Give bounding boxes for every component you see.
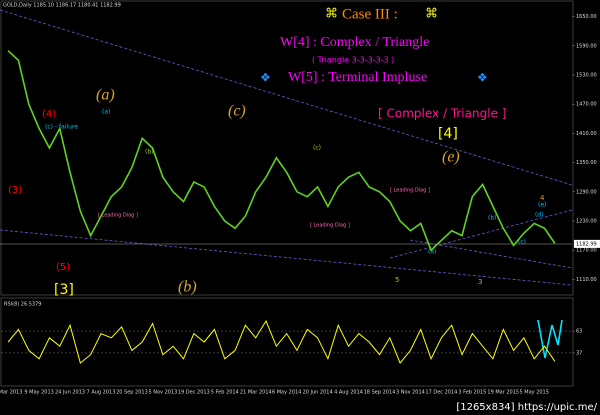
x-tick-label: 21 Mar 2014 [240,390,272,396]
annotation: (3) [8,185,22,196]
annotation: W[5] : Terminal Impluse [288,70,427,85]
annotation: 3 [478,278,482,286]
y-tick-label: 1650.00 [576,14,597,20]
annotation: [4] [438,126,458,142]
rsi-frame [0,297,574,387]
x-tick-label: 7 Aug 2013 [87,390,116,396]
annotation: (e) [442,149,460,166]
x-tick-label: 24 Jun 2013 [55,390,85,396]
x-tick-label: 5 May 2015 [520,390,549,396]
annotation: (e) [538,202,546,209]
annotation: ⌘ [325,7,338,22]
x-tick-label: 5 Feb 2014 [211,390,239,396]
annotation: [3] [54,282,74,298]
annotation: [ Leading Diag ] [310,223,350,229]
annotation: (5) [56,262,70,273]
rsi-projection [537,319,563,359]
annotation: [ Leading Diag ] [98,213,138,219]
rsi-header: RSI(8) 26.5379 [4,302,41,308]
y-tick-label: 63 [576,329,582,335]
annotation: (b) [178,279,197,296]
y-tick-label: 1470.00 [576,102,597,108]
x-tick-label: 3 Feb 2015 [458,390,486,396]
annotations: ⌘ Case III : ⌘ W[4] : Complex / Triangle… [8,6,546,298]
annotation: ⌘ [425,7,438,22]
y-tick-label: 1590.00 [576,43,597,49]
annotation: (a) [96,87,115,104]
x-tick-label: 18 Sep 2014 [364,390,396,396]
annotation: (c) [228,103,246,120]
series-line [7,50,556,252]
current-price-box [574,239,600,248]
y-tick-label: 1350.00 [576,160,597,166]
x-tick-label: 1 Mar 2013 [0,390,22,396]
annotation: ( Triangle 3-3-3-3-3 ) [312,56,394,65]
annotation: [ Complex / Triangle ] [378,107,506,121]
trendline [0,229,573,286]
annotation: ❖ [260,71,271,85]
x-tick-label: 6 May 2014 [272,390,301,396]
symbol-header: GOLD,Daily 1185.10 1186.17 1180.41 1182.… [3,3,121,9]
annotation: (a) [428,249,436,256]
series-line [7,319,556,364]
y-tick-label: 1230.00 [576,219,597,225]
x-tick-label: 9 May 2013 [24,390,53,396]
x-tick-label: 19 Dec 2013 [178,390,210,396]
y-tick-label: 1530.00 [576,73,597,79]
annotation: 4 [540,194,545,202]
x-tick-label: 20 Sep 2013 [116,390,148,396]
annotation: (c) - failure [45,124,78,131]
annotation: (b) [145,149,154,156]
annotation: (c) [313,145,321,152]
x-tick-label: 19 Mar 2015 [487,390,519,396]
x-tick-label: 20 Jun 2014 [303,390,333,396]
annotation: (b) [488,215,497,222]
y-tick-label: 37 [576,350,582,356]
x-tick-label: 4 Aug 2014 [334,390,363,396]
annotation: (a) [102,109,110,116]
y-tick-label: 1170.00 [576,248,597,254]
y-tick-label: 1110.00 [576,277,597,283]
main-frame [0,0,574,296]
y-tick-label: 1410.00 [576,131,597,137]
annotation: [ Leading Diag ] [390,188,430,194]
annotation: (c) [518,239,526,246]
annotation: Case III : [342,6,398,22]
trendline [389,209,573,259]
annotation: 5 [395,276,399,284]
annotation: (d) [535,212,544,219]
watermark: [1265x834] https://upic.me/ [456,402,597,413]
x-tick-label: 17 Dec 2014 [425,390,457,396]
annotation: (4) [42,109,56,120]
x-tick-label: 3 Nov 2014 [396,390,425,396]
y-tick-label: 1290.00 [576,189,597,195]
x-tick-label: 5 Nov 2013 [148,390,177,396]
annotation: W[4] : Complex / Triangle [280,35,429,50]
current-price-label: 1182.99 [576,241,597,247]
annotation: ❖ [477,71,488,85]
